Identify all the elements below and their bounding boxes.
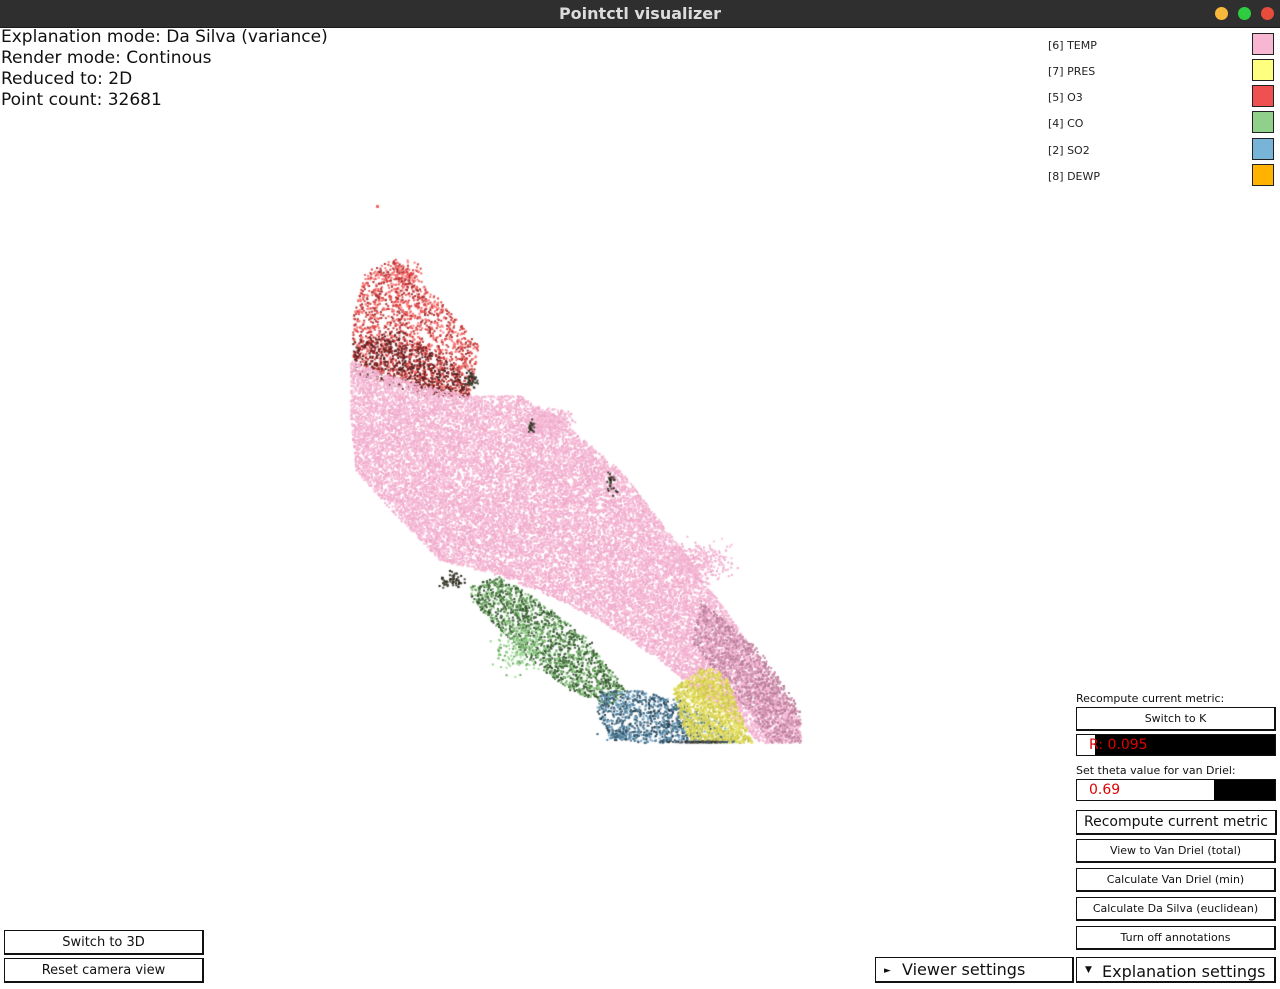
caret-down-icon: ▼ — [1085, 965, 1092, 975]
title-bar: Pointctl visualizer — [0, 0, 1280, 28]
reset-camera-button[interactable]: Reset camera view — [4, 958, 204, 983]
legend-swatch — [1252, 59, 1274, 81]
legend-item: [6] TEMP — [1048, 33, 1274, 57]
viewer-settings-toggle[interactable]: ► Viewer settings — [875, 957, 1074, 983]
viewer-settings-label: Viewer settings — [902, 960, 1026, 979]
legend-label: [2] SO2 — [1048, 144, 1090, 157]
minimize-button[interactable] — [1215, 7, 1228, 20]
legend-item: [8] DEWP — [1048, 164, 1274, 188]
legend-label: [4] CO — [1048, 117, 1084, 130]
legend-item: [7] PRES — [1048, 59, 1274, 83]
legend-label: [7] PRES — [1048, 65, 1096, 78]
legend-label: [8] DEWP — [1048, 170, 1101, 183]
legend-item: [5] O3 — [1048, 85, 1274, 109]
r-value-field[interactable]: R: 0.095 — [1076, 734, 1276, 756]
theta-value-text: 0.69 — [1089, 782, 1121, 798]
explanation-settings-label: Explanation settings — [1102, 962, 1266, 981]
recompute-current-metric-button[interactable]: Recompute current metric — [1076, 810, 1277, 835]
explanation-settings-toggle[interactable]: ▼ Explanation settings — [1076, 957, 1276, 983]
scatter-plot-canvas[interactable] — [0, 28, 1040, 988]
calc-da-silva-button[interactable]: Calculate Da Silva (euclidean) — [1076, 897, 1276, 921]
close-button[interactable] — [1261, 7, 1274, 20]
calc-van-driel-min-button[interactable]: Calculate Van Driel (min) — [1076, 868, 1276, 892]
caret-right-icon: ► — [884, 966, 891, 976]
switch-to-k-button[interactable]: Switch to K — [1076, 707, 1276, 731]
legend-label: [5] O3 — [1048, 91, 1083, 104]
theta-label: Set theta value for van Driel: — [1076, 764, 1236, 777]
theta-value-fill — [1077, 780, 1214, 800]
legend-item: [4] CO — [1048, 111, 1274, 135]
window-title: Pointctl visualizer — [558, 4, 722, 23]
theta-value-field[interactable]: 0.69 — [1076, 779, 1276, 801]
view-van-driel-total-button[interactable]: View to Van Driel (total) — [1076, 839, 1276, 863]
legend-swatch — [1252, 138, 1274, 160]
legend-item: [2] SO2 — [1048, 138, 1274, 162]
maximize-button[interactable] — [1238, 7, 1251, 20]
legend-label: [6] TEMP — [1048, 39, 1097, 52]
legend-swatch — [1252, 111, 1274, 133]
legend-swatch — [1252, 164, 1274, 186]
recompute-metric-label: Recompute current metric: — [1076, 692, 1225, 705]
switch-to-3d-button[interactable]: Switch to 3D — [4, 930, 204, 955]
legend-swatch — [1252, 33, 1274, 55]
r-value-fill — [1077, 735, 1095, 755]
legend-swatch — [1252, 85, 1274, 107]
turn-off-annotations-button[interactable]: Turn off annotations — [1076, 926, 1276, 950]
r-value-text: R: 0.095 — [1089, 737, 1148, 753]
